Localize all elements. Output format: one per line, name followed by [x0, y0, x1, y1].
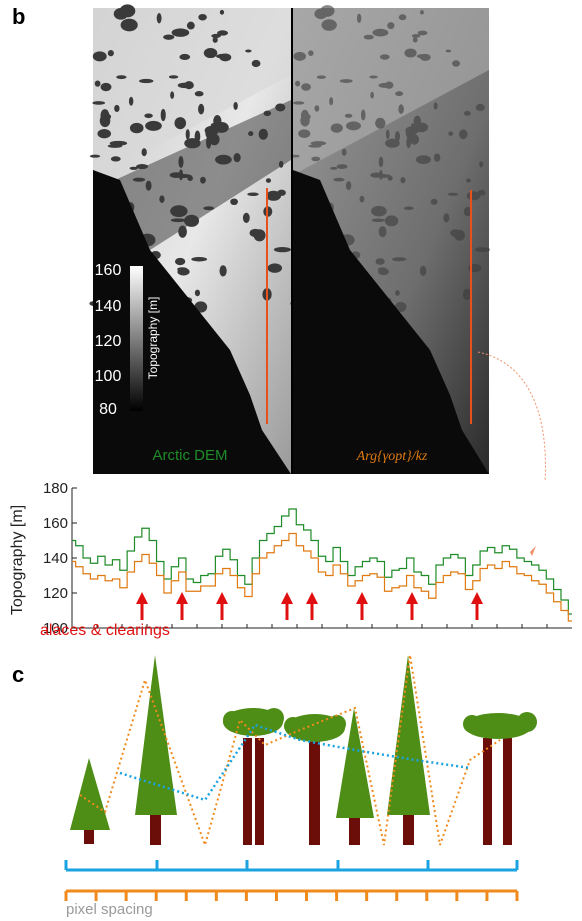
- colorbar-tick: 160: [95, 262, 122, 279]
- ytick-label: 180: [43, 480, 68, 497]
- series-line: [72, 508, 572, 615]
- clearing-arrow: [406, 592, 418, 620]
- clearing-arrow: [136, 592, 148, 620]
- panel-b-label: b: [12, 4, 26, 29]
- annotation: alaces & clearings: [40, 622, 170, 639]
- arctic-dem-label: Arctic DEM: [153, 447, 228, 464]
- colorbar-tick: 140: [95, 298, 122, 315]
- profile-ylabel: Topography [m]: [9, 505, 26, 615]
- panel-c-label: c: [12, 662, 25, 687]
- dem-maps: 160 140 120 100 80 Topography [m] Arctic…: [89, 4, 546, 480]
- ytick-label: 160: [43, 515, 68, 532]
- colorbar-tick: 100: [95, 368, 122, 385]
- clearing-arrow: [306, 592, 318, 620]
- ytick-label: 120: [43, 585, 68, 602]
- clearing-arrow: [176, 592, 188, 620]
- colorbar-title: Topography [m]: [146, 297, 160, 380]
- dem-pixel-scale: [64, 860, 519, 872]
- colorbar-tick: 80: [99, 401, 117, 418]
- broadleaf-tree: [284, 714, 346, 845]
- ytick-label: 100: [43, 620, 68, 637]
- dem-height-line: [119, 723, 471, 802]
- clearing-arrow: [281, 592, 293, 620]
- broadleaf-tree: [463, 712, 537, 845]
- clearing-arrow: [356, 592, 368, 620]
- ytick-label: 140: [43, 550, 68, 567]
- clearing-arrow: [471, 592, 483, 620]
- clearing-arrow: [216, 592, 228, 620]
- series-line: [72, 532, 572, 622]
- colorbar-tick: 120: [95, 333, 122, 350]
- insar-height-map: [290, 5, 491, 474]
- pixel-spacing-label: pixel spacing: [66, 901, 153, 918]
- phase-height-line: [79, 654, 501, 849]
- forest-schematic: pixel spacing: [64, 654, 537, 918]
- colorbar: 160 140 120 100 80 Topography [m]: [95, 262, 160, 418]
- conifer-tree: [387, 655, 430, 845]
- conifer-tree: [135, 655, 177, 845]
- conifer-tree: [70, 758, 110, 844]
- broadleaf-tree: [223, 708, 284, 845]
- conifer-tree: [336, 708, 374, 845]
- arctic-dem-map: [89, 4, 291, 474]
- insar-pixel-scale: [64, 889, 519, 901]
- topography-profile: 180 160 140 120 100 Topography [m] alaces & …: [9, 480, 572, 639]
- insar-label: Arg{γopt}/kz: [356, 449, 428, 464]
